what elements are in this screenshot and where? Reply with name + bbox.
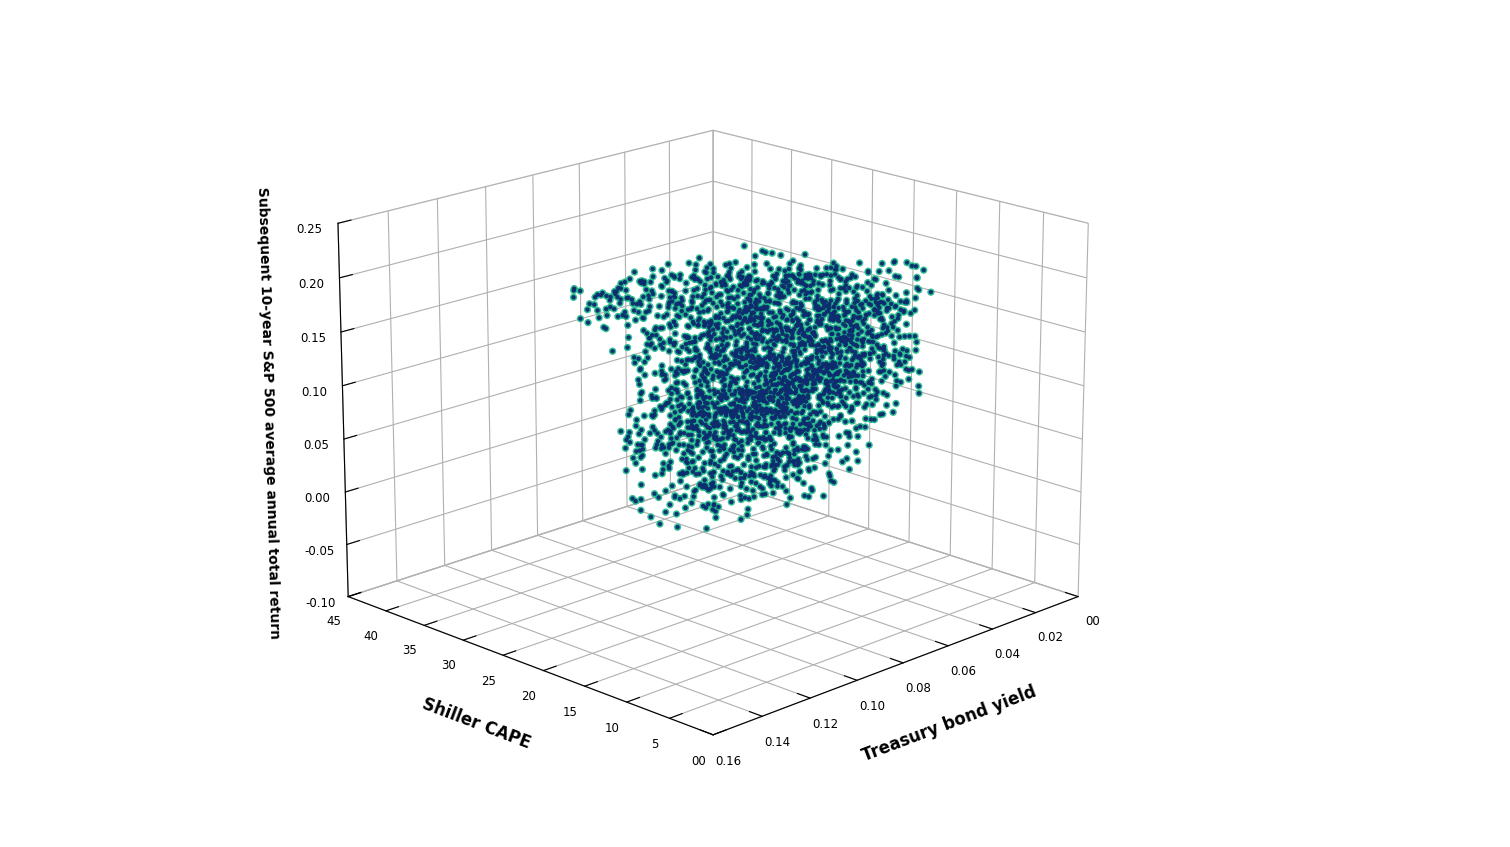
X-axis label: Treasury bond yield: Treasury bond yield: [859, 683, 1039, 765]
Y-axis label: Shiller CAPE: Shiller CAPE: [420, 695, 533, 753]
